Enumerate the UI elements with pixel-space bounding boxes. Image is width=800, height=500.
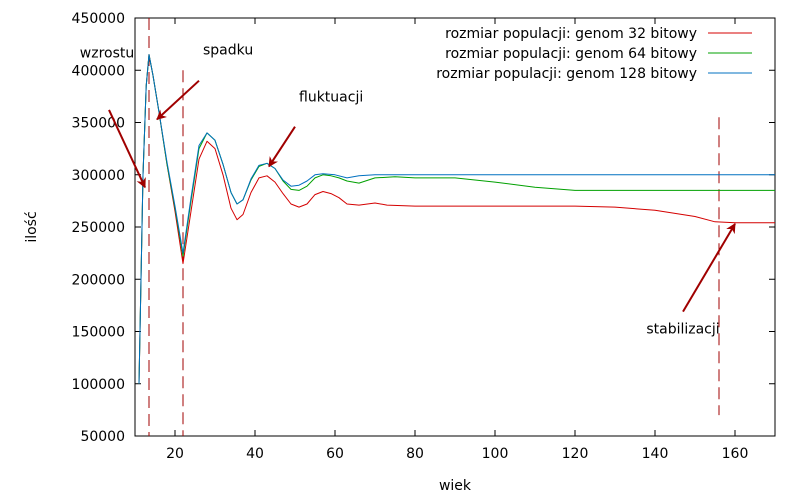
annotation-arrow — [108, 109, 146, 189]
annotation-arrow — [682, 223, 736, 313]
series-line-3 — [138, 54, 775, 384]
annotation-label: fluktuacji — [299, 90, 363, 106]
x-tick-label: 80 — [406, 446, 424, 462]
annotation-arrow — [156, 79, 200, 121]
x-tick-label: 160 — [722, 446, 749, 462]
y-tick-label: 250000 — [72, 220, 125, 236]
annotation-label: stabilizacji — [646, 322, 719, 338]
y-tick-label: 450000 — [72, 11, 125, 27]
legend: rozmiar populacji: genom 32 bitowy rozmia… — [436, 26, 752, 82]
legend-label: rozmiar populacji: genom 64 bitowy — [445, 46, 697, 62]
axis-ticks: 20 40 60 80 100 120 140 160 50000 100000 150000 200… — [72, 11, 775, 462]
y-tick-label: 350000 — [72, 116, 125, 132]
annotations: wzrostu spadku fluktuacji stabilizacji — [80, 43, 736, 338]
x-tick-label: 140 — [642, 446, 669, 462]
y-tick-label: 150000 — [72, 325, 125, 341]
y-tick-label: 300000 — [72, 168, 125, 184]
y-tick-label: 100000 — [72, 377, 125, 393]
x-tick-label: 120 — [562, 446, 589, 462]
legend-label: rozmiar populacji: genom 32 bitowy — [445, 26, 697, 42]
x-axis-label: wiek — [439, 478, 472, 494]
annotation-label: spadku — [203, 43, 253, 59]
y-tick-label: 50000 — [80, 429, 125, 445]
x-tick-label: 60 — [326, 446, 344, 462]
y-axis-label: ilość — [24, 211, 40, 242]
annotation-arrow — [268, 126, 296, 168]
legend-label: rozmiar populacji: genom 128 bitowy — [436, 66, 697, 82]
y-tick-label: 400000 — [72, 63, 125, 79]
x-tick-label: 100 — [482, 446, 509, 462]
x-tick-label: 20 — [166, 446, 184, 462]
x-tick-label: 40 — [246, 446, 264, 462]
y-tick-label: 200000 — [72, 272, 125, 288]
annotation-label: wzrostu — [80, 46, 134, 62]
